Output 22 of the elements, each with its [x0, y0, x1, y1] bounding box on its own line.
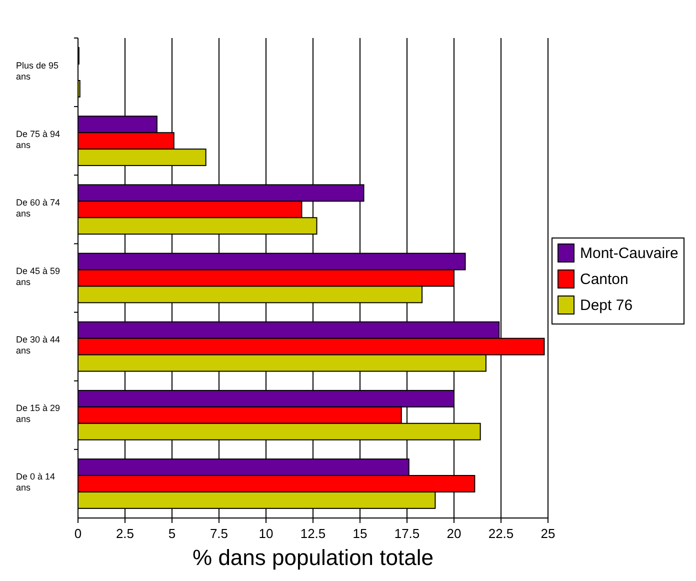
x-axis-title: % dans population totale — [192, 545, 434, 570]
legend-label: Mont-Cauvaire — [580, 245, 678, 262]
y-tick-label: De 75 à 94 ans — [16, 128, 60, 150]
legend-label: Canton — [580, 271, 628, 288]
y-tick-label: De 15 à 29 ans — [16, 403, 60, 424]
x-tick-label: 22.5 — [488, 526, 514, 541]
x-tick-label: 5 — [168, 526, 176, 541]
x-tick-label: 25 — [540, 526, 556, 541]
x-tick-label: 0 — [74, 526, 82, 541]
y-tick-label: Plus de 95 ans — [16, 60, 59, 82]
y-tick-label: De 45 à 59 ans — [16, 266, 60, 287]
x-tick-label: 20 — [446, 526, 462, 541]
y-tick-label: De 0 à 14 ans — [16, 472, 56, 493]
y-tick-label: De 30 à 44 ans — [16, 334, 60, 356]
x-tick-label: 17.5 — [394, 526, 420, 541]
legend-label: Dept 76 — [580, 297, 633, 314]
x-tick-label: 2.5 — [116, 526, 134, 541]
x-tick-label: 10 — [258, 526, 274, 541]
x-tick-label: 7.5 — [210, 526, 228, 541]
x-tick-label: 15 — [352, 526, 368, 541]
x-tick-label: 12.5 — [300, 526, 326, 541]
y-tick-label: De 60 à 74 ans — [16, 197, 60, 218]
